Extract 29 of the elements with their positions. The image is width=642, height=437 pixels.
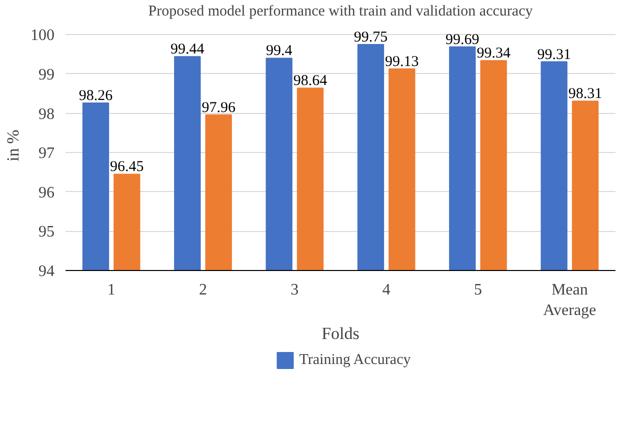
chart-title: Proposed model performance with train and validation accuracy xyxy=(148,4,534,20)
y-tick-label: 96 xyxy=(38,184,54,202)
x-tick-label: 4 xyxy=(382,282,390,298)
data-label: 99.69 xyxy=(446,32,480,48)
y-tick-label: 99 xyxy=(38,66,54,84)
data-label: 99.31 xyxy=(537,46,571,63)
x-tick-label: 2 xyxy=(199,282,207,298)
y-tick-label: 100 xyxy=(30,27,54,44)
x-tick-label: 5 xyxy=(474,282,482,298)
data-label: 99.4 xyxy=(266,43,293,60)
y-axis-title: in % xyxy=(4,130,22,162)
data-label: 99.34 xyxy=(476,46,511,62)
data-label: 98.64 xyxy=(293,73,328,90)
y-tick-label: 97 xyxy=(38,145,54,162)
data-label: 96.45 xyxy=(110,159,144,176)
legend-label: Training Accuracy xyxy=(299,352,411,368)
data-label: 99.75 xyxy=(354,29,388,46)
x-axis-title: Folds xyxy=(322,324,360,343)
y-tick-label: 95 xyxy=(38,224,54,241)
data-label: 99.13 xyxy=(385,54,419,70)
x-tick-label: 1 xyxy=(107,282,116,298)
x-tick-label: Mean Average xyxy=(543,282,596,319)
data-label: 99.44 xyxy=(170,42,205,58)
data-label: 98.31 xyxy=(568,86,602,102)
x-tick-label: 3 xyxy=(290,282,299,298)
y-tick-label: 94 xyxy=(38,263,54,280)
y-tick-label: 98 xyxy=(38,106,54,123)
data-label: 98.26 xyxy=(78,88,114,104)
data-label: 97.96 xyxy=(202,100,236,116)
